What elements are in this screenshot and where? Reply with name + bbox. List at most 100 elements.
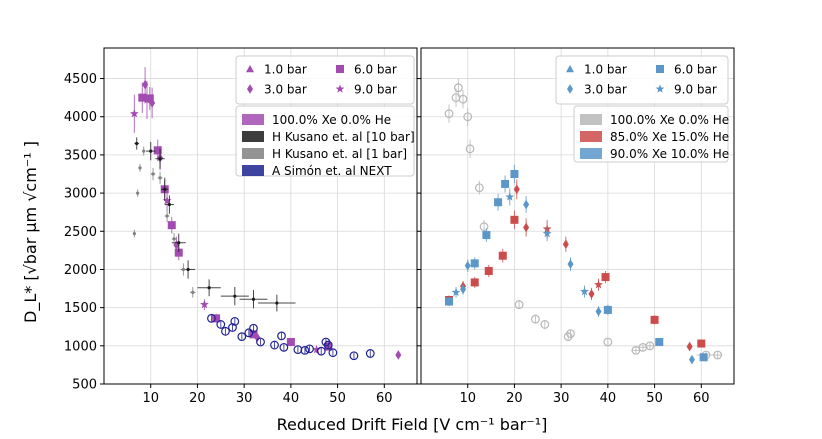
legend-swatch — [242, 131, 264, 142]
legend-label: 100.0% Xe 0.0% He — [272, 113, 391, 127]
data-point — [594, 280, 603, 289]
legend-marker-label: 1.0 bar — [264, 63, 307, 77]
legend-label: H Kusano et. al [10 bar] — [272, 130, 415, 144]
data-point — [513, 184, 520, 195]
legend-marker-square — [656, 65, 664, 73]
data-point — [254, 332, 261, 343]
data-point — [275, 301, 279, 305]
data-point — [174, 248, 183, 257]
y-tick-label: 1000 — [64, 339, 97, 354]
data-point — [482, 231, 491, 240]
data-point — [501, 179, 510, 188]
series-h-kusano-et-al-1-bar- — [132, 146, 196, 298]
data-point — [505, 192, 515, 201]
data-point — [453, 83, 463, 93]
y-tick-label: 2500 — [64, 225, 97, 240]
legend-marker-diamond — [567, 84, 573, 94]
data-point — [277, 331, 286, 341]
data-point — [173, 240, 180, 250]
legend-swatch — [242, 165, 264, 176]
data-point — [458, 94, 468, 104]
data-point — [138, 93, 147, 102]
data-point — [460, 284, 467, 295]
x-tick-label: 20 — [189, 391, 206, 406]
data-point — [603, 337, 613, 347]
data-point — [323, 340, 333, 350]
y-tick-label: 4500 — [64, 72, 97, 87]
data-point — [645, 341, 655, 351]
series-90-0-xe-10-0-he — [445, 164, 708, 365]
ticks: 10 20 30 40 50 60 — [417, 78, 710, 406]
y-tick-label: 1500 — [64, 301, 97, 316]
data-point — [484, 266, 493, 275]
y-tick-label: 2000 — [64, 263, 97, 278]
data-point — [510, 170, 519, 178]
legend-swatch — [242, 114, 264, 125]
y-tick-label: 500 — [72, 378, 97, 393]
color-legend-box — [235, 105, 415, 177]
data-point — [177, 241, 181, 245]
color-legend-box — [573, 105, 729, 163]
data-point — [470, 259, 479, 268]
data-point — [167, 202, 172, 207]
legend-marker-star — [655, 84, 665, 93]
data-point — [300, 346, 310, 355]
marker-legend: 1.0 bar 3.0 bar 6.0 bar 9.0 bar — [235, 55, 415, 105]
data-point — [395, 350, 402, 360]
data-point — [163, 187, 167, 191]
legend-label: 90.0% Xe 10.0% He — [610, 147, 729, 161]
x-tick-label: 30 — [553, 391, 570, 406]
legend-swatch — [580, 131, 602, 142]
data-point — [688, 354, 695, 365]
data-point — [470, 278, 479, 287]
marker-legend: 1.0 bar 3.0 bar 6.0 bar 9.0 bar — [555, 55, 729, 105]
data-point — [138, 166, 142, 170]
data-point — [510, 215, 519, 224]
legend-marker-label: 1.0 bar — [584, 63, 627, 77]
data-point — [655, 338, 664, 346]
legend-marker-label: 9.0 bar — [674, 83, 717, 97]
data-point — [207, 286, 211, 290]
data-point — [151, 172, 155, 176]
data-point — [162, 196, 172, 205]
legend-marker-diamond — [247, 84, 253, 94]
data-point — [158, 157, 162, 161]
data-point — [228, 323, 237, 332]
legend-marker-triangle — [566, 65, 574, 73]
panel-left: 10 20 30 40 50 60 500 1000 1500 2000 2500 3000 3500 4… — [64, 47, 418, 406]
data-point — [153, 146, 162, 155]
data-point — [601, 273, 610, 282]
legend-label: 100.0% Xe 0.0% He — [610, 113, 729, 127]
data-point — [230, 316, 240, 326]
ticks: 10 20 30 40 50 60 500 1000 1500 2000 2500 3000 3500 4… — [64, 72, 393, 406]
plot-frame — [420, 47, 735, 385]
data-point — [365, 349, 375, 358]
data-point — [523, 199, 530, 210]
data-point — [463, 112, 473, 122]
data-point — [135, 141, 139, 146]
marker-legend-box — [235, 55, 415, 105]
x-tick-label: 40 — [600, 391, 617, 406]
x-tick-label: 60 — [693, 391, 710, 406]
data-point — [444, 109, 454, 119]
data-point — [316, 346, 326, 356]
series-h-kusano-et-al-10-bar- — [134, 137, 296, 312]
legend-label: A Simón et. al NEXT — [272, 164, 392, 178]
data-point — [216, 320, 226, 329]
series-85-0-xe-15-0-he — [445, 179, 706, 352]
y-tick-label: 4000 — [64, 110, 97, 125]
legend-label: H Kusano et. al [1 bar] — [272, 147, 407, 161]
panel-right: 10 20 30 40 50 60 1.0 bar 3.0 bar 6.0 bar 9.0 bar… — [417, 47, 735, 406]
legend-marker-square — [336, 65, 344, 73]
data-point — [167, 221, 176, 230]
x-tick-label: 60 — [376, 391, 393, 406]
data-point — [233, 294, 237, 298]
data-point — [172, 237, 176, 241]
data-point — [149, 149, 153, 153]
color-legend: 100.0% Xe 0.0% He H Kusano et. al [10 bar… — [235, 105, 415, 178]
color-legend: 100.0% Xe 0.0% He 85.0% Xe 15.0% He 90.0% … — [573, 105, 729, 163]
data-point — [181, 267, 186, 272]
data-point — [312, 345, 321, 354]
data-point — [523, 222, 530, 233]
data-point — [588, 289, 595, 299]
